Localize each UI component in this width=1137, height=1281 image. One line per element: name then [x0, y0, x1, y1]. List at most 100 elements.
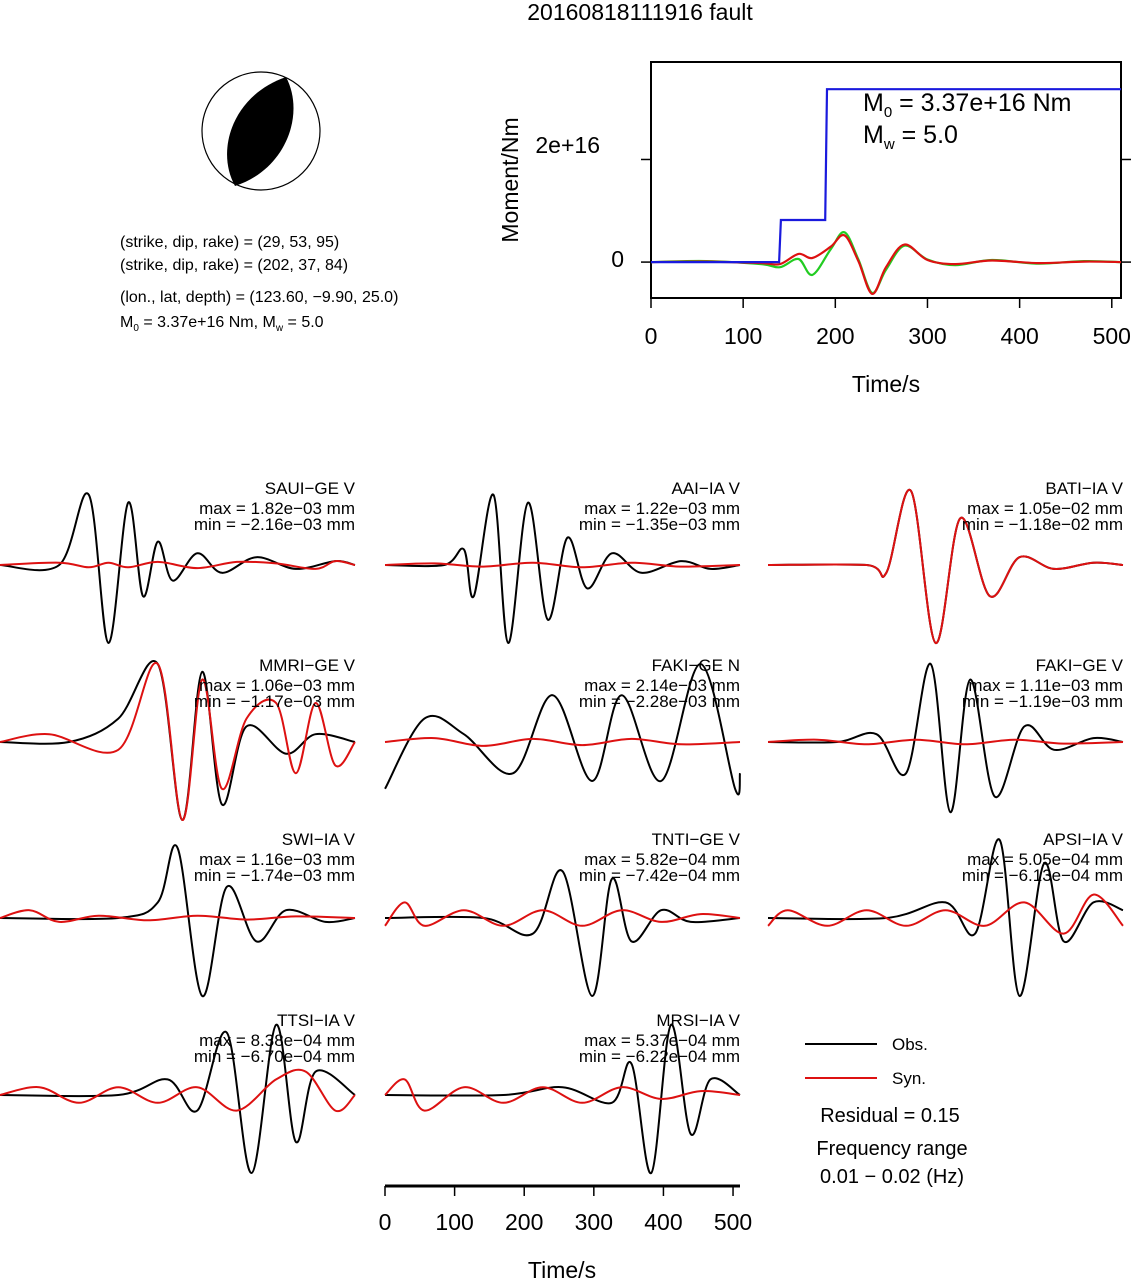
waveform-axis-ticks: 0 100 200 300 400 500	[379, 1186, 752, 1235]
stf-frame	[650, 61, 1122, 299]
station-name: FAKI−GE V	[1036, 656, 1124, 675]
trace-syn	[0, 560, 356, 570]
stf-annotation-mw: Mw = 5.0	[863, 121, 958, 153]
legend-obs-label: Obs.	[892, 1035, 928, 1054]
station-name: APSI−IA V	[1043, 830, 1124, 849]
station-max: max = 1.06e−03 mm	[199, 676, 355, 695]
trace-obs	[767, 838, 1124, 998]
stf-xlabel: Time/s	[852, 371, 920, 397]
trace-obs	[0, 1023, 356, 1175]
legend-residual: Residual = 0.15	[820, 1105, 960, 1127]
trace-obs	[0, 660, 356, 822]
stf-axis-ticks	[641, 158, 1131, 308]
station-max: max = 1.11e−03 mm	[968, 676, 1123, 695]
station-name: TTSI−IA V	[277, 1011, 356, 1030]
station-min: min = −7.42e−04 mm	[579, 866, 740, 885]
waveform-xtick-label: 0	[379, 1209, 392, 1235]
trace-obs	[0, 844, 356, 998]
trace-syn	[384, 901, 741, 927]
location-text: (lon., lat, depth) = (123.60, −9.90, 25.…	[120, 289, 398, 306]
station-name: SWI−IA V	[282, 830, 356, 849]
legend-freq-title: Frequency range	[816, 1138, 967, 1160]
station-max: max = 5.37e−04 mm	[584, 1031, 740, 1050]
station-name: FAKI−GE N	[652, 656, 740, 675]
trace-obs	[384, 493, 741, 645]
stf-ytick-label-0: 0	[611, 246, 624, 272]
stf-series-syn	[650, 233, 1122, 295]
station-min: min = −2.16e−03 mm	[194, 515, 355, 534]
waveform-time-axis: 0 100 200 300 400 500 Time/s	[379, 1184, 752, 1281]
station-min: min = −6.70e−04 mm	[194, 1047, 355, 1066]
station-name: TNTI−GE V	[652, 830, 741, 849]
trace-obs	[384, 1023, 741, 1175]
focal-mechanism	[201, 71, 321, 191]
station-max: max = 2.14e−03 mm	[584, 676, 740, 695]
station-max: max = 1.05e−02 mm	[967, 499, 1123, 518]
trace-syn	[767, 488, 1124, 645]
stf-series	[650, 88, 1122, 295]
trace-obs	[767, 662, 1124, 814]
stf-xtick-label: 400	[1000, 323, 1038, 349]
stf-xtick-labels: 0 100 200 300 400 500	[645, 323, 1131, 349]
waveform-xtick-label: 300	[575, 1209, 613, 1235]
beachball-compressional-quadrant	[227, 77, 294, 186]
station-min: min = −2.28e−03 mm	[579, 692, 740, 711]
station-max: max = 8.38e−04 mm	[199, 1031, 355, 1050]
trace-syn	[384, 1078, 741, 1112]
plane2-text: (strike, dip, rake) = (202, 37, 84)	[120, 257, 348, 274]
moment-text: M0 = 3.37e+16 Nm, Mw = 5.0	[120, 314, 324, 334]
waveform-xlabel: Time/s	[528, 1257, 596, 1281]
stf-annotation-m0: M0 = 3.37e+16 Nm	[863, 89, 1071, 121]
trace-obs	[384, 869, 741, 998]
trace-syn	[0, 662, 356, 822]
waveform-xtick-label: 400	[644, 1209, 682, 1235]
trace-syn	[0, 909, 356, 923]
station-max: max = 1.16e−03 mm	[199, 850, 355, 869]
legend: Obs. Syn. Residual = 0.15 Frequency rang…	[805, 1035, 968, 1188]
waveform-xtick-label: 200	[505, 1209, 543, 1235]
trace-syn	[767, 893, 1124, 935]
stf-series-moment	[651, 88, 1121, 264]
trace-obs	[384, 662, 741, 796]
stf-xtick-label: 500	[1093, 323, 1131, 349]
stf-xtick-label: 200	[816, 323, 854, 349]
stf-ylabel: Moment/Nm	[497, 117, 523, 242]
station-min: min = −1.19e−03 mm	[962, 692, 1123, 711]
trace-syn	[767, 738, 1124, 746]
station-max: max = 5.05e−04 mm	[967, 850, 1123, 869]
station-min: min = −1.35e−03 mm	[579, 515, 740, 534]
figure-title: 20160818111916 fault	[527, 0, 753, 25]
station-name: MRSI−IA V	[656, 1011, 740, 1030]
station-min: min = −6.13e−04 mm	[962, 866, 1123, 885]
station-name: MMRI−GE V	[259, 656, 356, 675]
stf-ytick-label-2e16: 2e+16	[535, 132, 600, 158]
plane1-text: (strike, dip, rake) = (29, 53, 95)	[120, 234, 339, 251]
station-max: max = 1.22e−03 mm	[584, 499, 740, 518]
source-parameters: (strike, dip, rake) = (29, 53, 95) (stri…	[120, 234, 398, 334]
station-min: min = −1.17e−03 mm	[194, 692, 355, 711]
station-max: max = 5.82e−04 mm	[584, 850, 740, 869]
station-name: AAI−IA V	[671, 479, 740, 498]
station-min: min = −1.74e−03 mm	[194, 866, 355, 885]
stf-xtick-label: 100	[724, 323, 762, 349]
waveform-xtick-label: 100	[435, 1209, 473, 1235]
trace-syn	[384, 737, 741, 747]
station-max: max = 1.82e−03 mm	[199, 499, 355, 518]
waveform-xtick-label: 500	[714, 1209, 752, 1235]
station-min: min = −1.18e−02 mm	[962, 515, 1123, 534]
trace-syn	[384, 561, 741, 569]
legend-freq-range: 0.01 − 0.02 (Hz)	[820, 1166, 964, 1188]
station-name: SAUI−GE V	[265, 479, 356, 498]
